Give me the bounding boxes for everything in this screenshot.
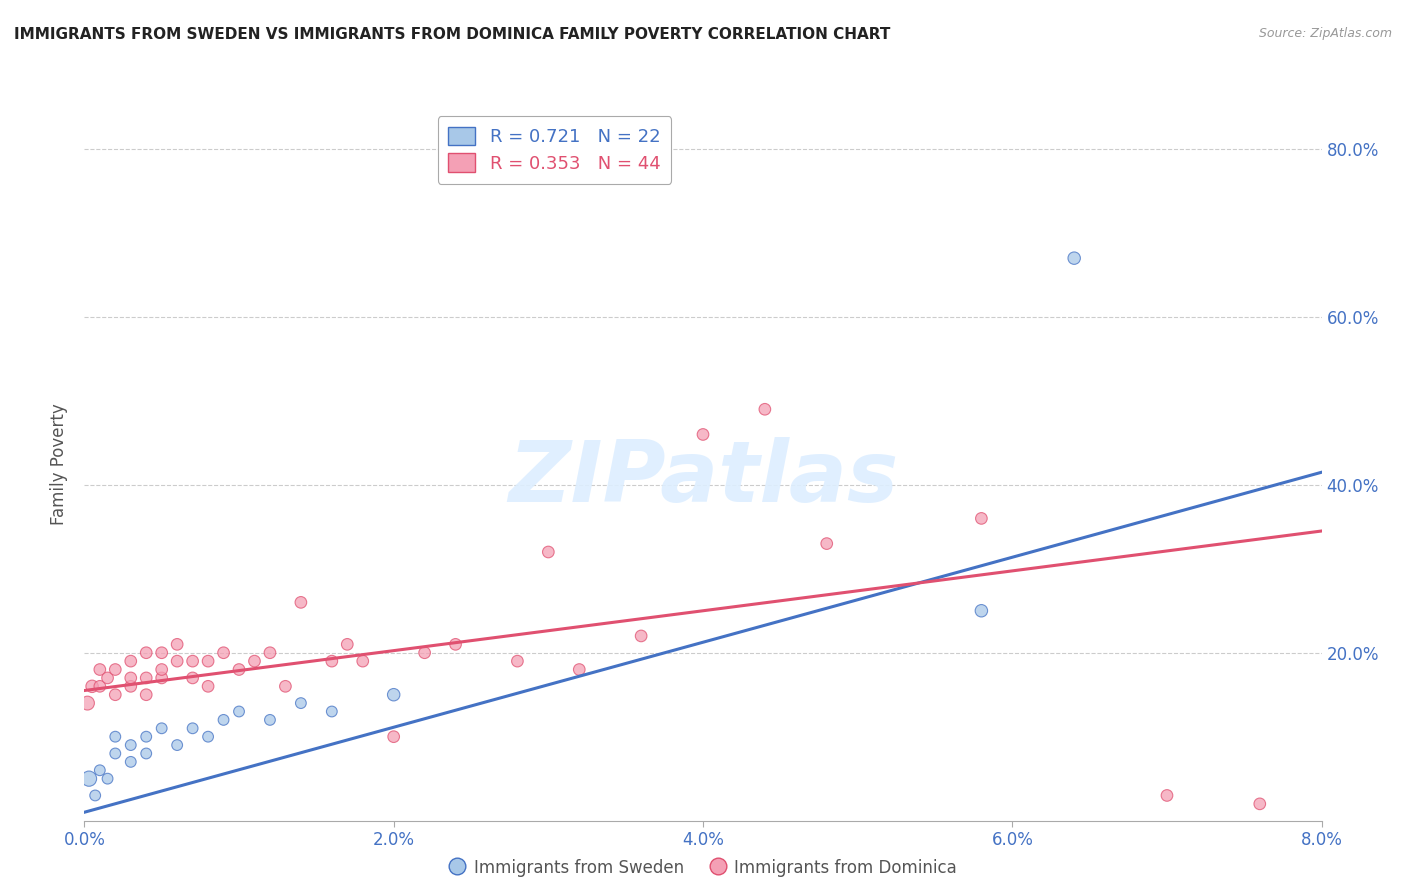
Point xyxy=(212,646,235,660)
Legend: R = 0.721   N = 22, R = 0.353   N = 44: R = 0.721 N = 22, R = 0.353 N = 44 xyxy=(437,116,672,184)
Point xyxy=(104,688,127,702)
Point xyxy=(181,654,204,668)
Point xyxy=(1063,251,1085,265)
Point xyxy=(166,637,188,651)
Point xyxy=(135,730,157,744)
Text: ZIPatlas: ZIPatlas xyxy=(508,436,898,520)
Point xyxy=(692,427,714,442)
Point xyxy=(444,637,467,651)
Point xyxy=(290,696,312,710)
Point xyxy=(970,511,993,525)
Point xyxy=(259,713,281,727)
Point xyxy=(754,402,776,417)
Legend: Immigrants from Sweden, Immigrants from Dominica: Immigrants from Sweden, Immigrants from … xyxy=(443,853,963,884)
Text: Source: ZipAtlas.com: Source: ZipAtlas.com xyxy=(1258,27,1392,40)
Point xyxy=(135,747,157,761)
Point xyxy=(537,545,560,559)
Point xyxy=(352,654,374,668)
Point xyxy=(181,671,204,685)
Point xyxy=(243,654,266,668)
Point xyxy=(120,755,142,769)
Point xyxy=(120,654,142,668)
Point xyxy=(135,646,157,660)
Point xyxy=(181,721,204,735)
Point xyxy=(336,637,359,651)
Point xyxy=(228,663,250,677)
Point xyxy=(506,654,529,668)
Point xyxy=(413,646,436,660)
Point xyxy=(815,536,838,550)
Point xyxy=(150,721,173,735)
Point xyxy=(1156,789,1178,803)
Point xyxy=(290,595,312,609)
Point xyxy=(150,671,173,685)
Point xyxy=(197,730,219,744)
Point xyxy=(321,654,343,668)
Point xyxy=(150,646,173,660)
Point xyxy=(82,679,104,693)
Point xyxy=(259,646,281,660)
Point xyxy=(76,696,98,710)
Point xyxy=(382,688,405,702)
Point xyxy=(150,663,173,677)
Point xyxy=(274,679,297,693)
Point xyxy=(1249,797,1271,811)
Point xyxy=(104,730,127,744)
Point xyxy=(84,789,107,803)
Text: IMMIGRANTS FROM SWEDEN VS IMMIGRANTS FROM DOMINICA FAMILY POVERTY CORRELATION CH: IMMIGRANTS FROM SWEDEN VS IMMIGRANTS FRO… xyxy=(14,27,890,42)
Point xyxy=(104,747,127,761)
Y-axis label: Family Poverty: Family Poverty xyxy=(51,403,69,524)
Point xyxy=(321,705,343,719)
Point xyxy=(89,663,111,677)
Point xyxy=(166,738,188,752)
Point xyxy=(630,629,652,643)
Point xyxy=(89,679,111,693)
Point xyxy=(120,738,142,752)
Point xyxy=(104,663,127,677)
Point xyxy=(382,730,405,744)
Point xyxy=(197,654,219,668)
Point xyxy=(96,772,120,786)
Point xyxy=(96,671,120,685)
Point xyxy=(89,764,111,778)
Point xyxy=(228,705,250,719)
Point xyxy=(197,679,219,693)
Point xyxy=(970,604,993,618)
Point xyxy=(120,671,142,685)
Point xyxy=(135,671,157,685)
Point xyxy=(77,772,100,786)
Point xyxy=(212,713,235,727)
Point xyxy=(135,688,157,702)
Point xyxy=(166,654,188,668)
Point xyxy=(568,663,591,677)
Point xyxy=(120,679,142,693)
